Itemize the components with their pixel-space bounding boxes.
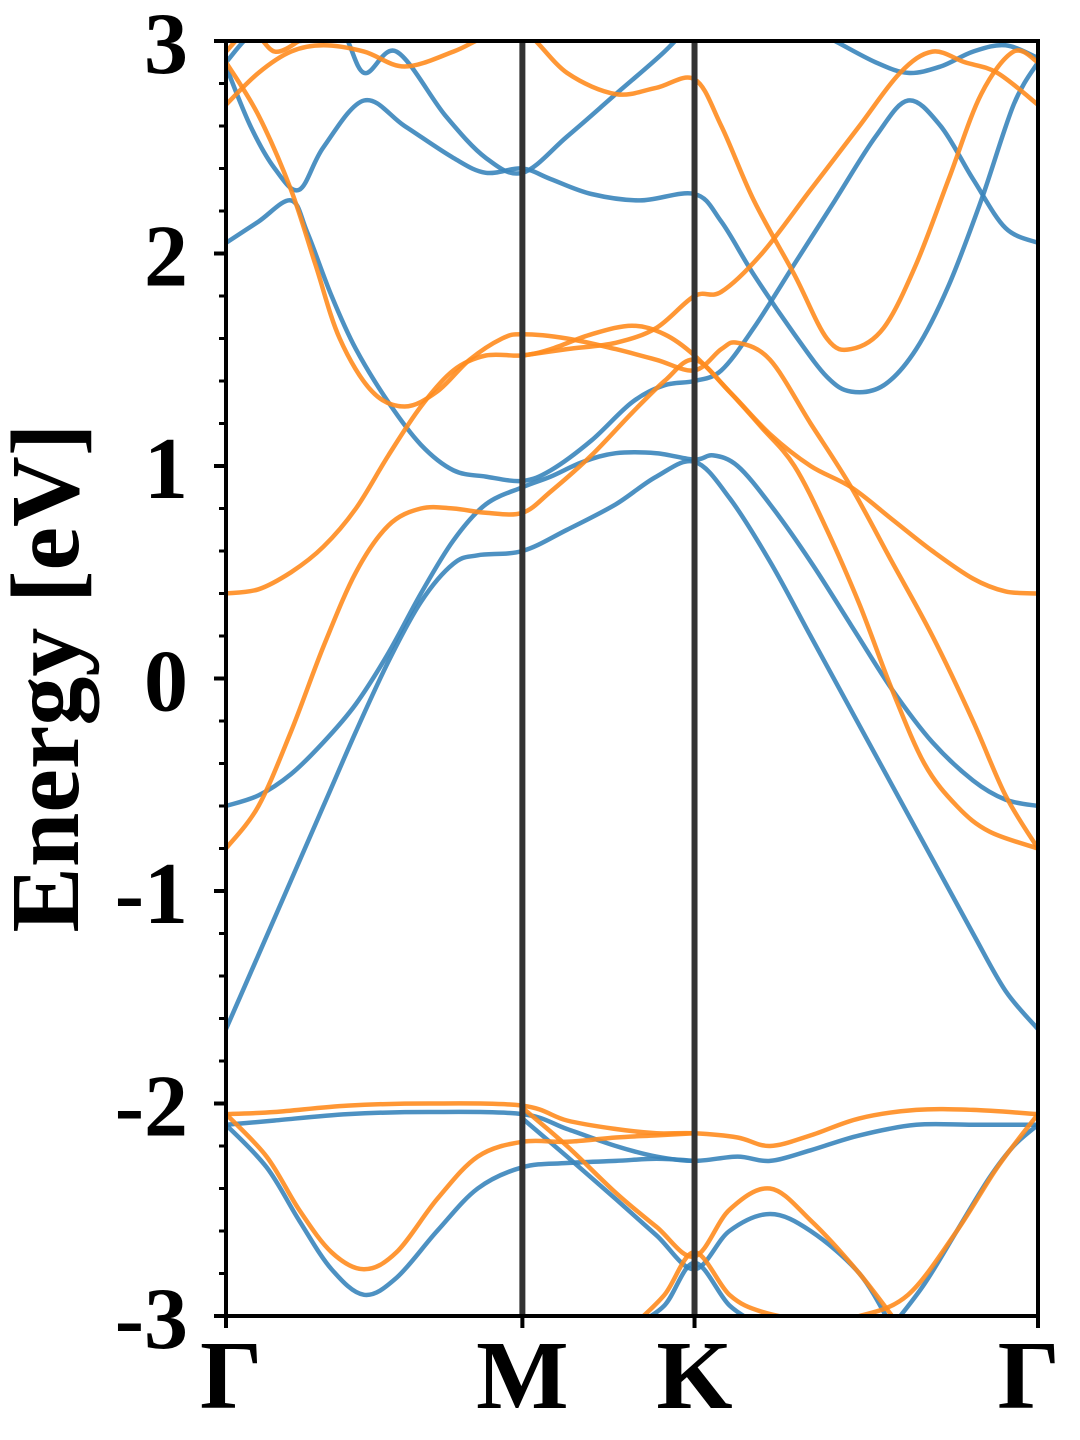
band-lines bbox=[226, 41, 1038, 1316]
y-tick-label: -3 bbox=[115, 1271, 188, 1368]
y-tick-label: 0 bbox=[144, 634, 188, 731]
y-tick-label: 1 bbox=[144, 421, 188, 518]
band-line-orange-16 bbox=[226, 41, 302, 54]
band-line-orange-13 bbox=[226, 60, 1038, 851]
band-line-orange-14 bbox=[226, 41, 1038, 353]
y-tick-label: 2 bbox=[144, 209, 188, 306]
x-tick-label: Γ bbox=[200, 1322, 262, 1430]
band-line-blue-5 bbox=[832, 41, 1038, 76]
band-line-orange-12 bbox=[226, 323, 1038, 851]
y-tick-label: -1 bbox=[115, 846, 188, 943]
band-line-orange-18 bbox=[226, 1111, 697, 1272]
y-axis: -3 -2 -1 0 1 2 3 bbox=[115, 0, 226, 1368]
band-line-blue-0 bbox=[226, 458, 1038, 1032]
band-line-blue-10 bbox=[897, 1122, 1038, 1316]
x-tick-label: Γ bbox=[998, 1322, 1060, 1430]
band-line-orange-19 bbox=[520, 1105, 895, 1316]
band-line-blue-7 bbox=[226, 1122, 697, 1298]
band-line-blue-2 bbox=[226, 98, 1038, 484]
band-line-orange-11 bbox=[226, 357, 1038, 851]
band-line-blue-3 bbox=[226, 60, 1038, 395]
band-line-orange-20 bbox=[640, 1111, 1038, 1316]
x-tick-label: K bbox=[656, 1322, 732, 1430]
band-line-blue-8 bbox=[520, 1116, 889, 1316]
band-line-orange-15 bbox=[520, 49, 1038, 358]
y-tick-label: -2 bbox=[115, 1059, 188, 1156]
y-axis-label: Energy [eV] bbox=[0, 424, 100, 933]
y-tick-label: 3 bbox=[144, 0, 188, 93]
high-symmetry-lines bbox=[519, 41, 698, 1316]
x-tick-label: M bbox=[476, 1322, 569, 1430]
